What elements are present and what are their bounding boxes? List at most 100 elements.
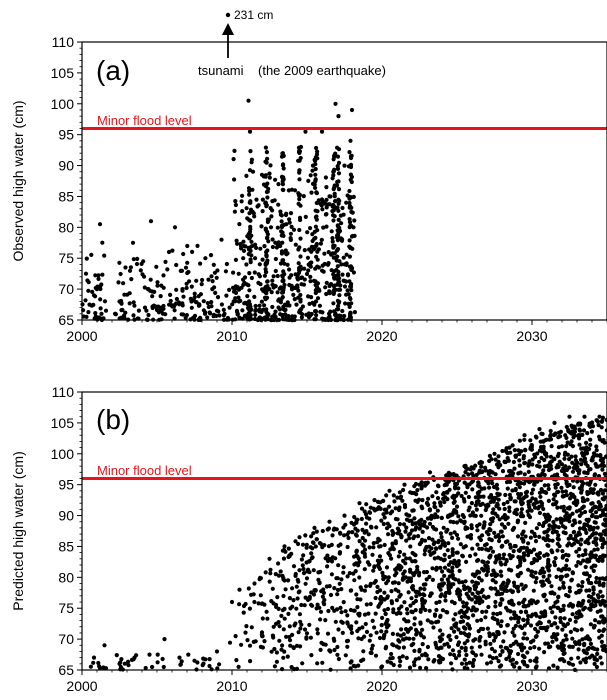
data-point xyxy=(576,583,581,588)
data-point xyxy=(596,423,601,428)
data-point xyxy=(308,279,313,284)
data-point xyxy=(452,629,457,634)
data-point xyxy=(309,295,314,300)
data-point xyxy=(512,633,517,638)
data-point xyxy=(301,553,306,558)
data-point xyxy=(456,562,461,567)
data-point xyxy=(540,583,545,588)
data-point xyxy=(435,483,441,488)
data-point xyxy=(518,514,524,519)
data-point xyxy=(311,592,317,597)
data-point xyxy=(114,653,119,658)
data-point xyxy=(399,627,404,632)
data-point xyxy=(520,501,525,506)
data-point xyxy=(425,618,430,623)
data-point xyxy=(368,583,373,589)
y-tick-label: 90 xyxy=(58,508,74,524)
data-point xyxy=(452,652,457,658)
data-point xyxy=(341,278,346,283)
data-point xyxy=(581,428,587,433)
data-point xyxy=(604,483,607,488)
data-point xyxy=(576,647,581,652)
data-point xyxy=(461,584,467,589)
data-point xyxy=(329,229,334,234)
data-point xyxy=(497,553,502,558)
data-point xyxy=(389,589,394,594)
data-point xyxy=(336,208,341,213)
data-point xyxy=(504,656,509,662)
data-point xyxy=(491,638,497,643)
data-point xyxy=(460,553,465,558)
data-point xyxy=(217,662,222,667)
data-point xyxy=(407,636,412,641)
data-point xyxy=(270,633,275,638)
data-point xyxy=(308,173,313,178)
data-point xyxy=(522,655,527,660)
data-point xyxy=(284,303,290,308)
data-point xyxy=(93,314,98,319)
data-point xyxy=(351,270,356,275)
data-point xyxy=(319,129,325,134)
data-point xyxy=(537,646,542,651)
data-point xyxy=(344,252,349,257)
data-point xyxy=(139,261,144,266)
data-point xyxy=(461,604,466,609)
data-point xyxy=(571,537,577,542)
data-point xyxy=(598,589,603,594)
annotation-label: tsunami xyxy=(198,63,244,78)
data-point xyxy=(454,635,459,640)
data-point xyxy=(364,629,370,635)
data-point xyxy=(531,547,537,552)
data-point xyxy=(558,429,564,434)
data-point xyxy=(354,533,359,538)
ylabel-b: Predicted high water (cm) xyxy=(10,451,26,611)
data-point xyxy=(447,554,452,560)
data-point xyxy=(331,309,337,314)
data-point xyxy=(373,595,378,601)
data-point xyxy=(394,571,399,576)
data-point xyxy=(265,217,270,222)
data-point xyxy=(356,611,361,617)
data-point xyxy=(229,599,235,605)
data-point xyxy=(205,315,210,320)
data-point xyxy=(314,241,319,247)
data-point xyxy=(300,563,305,568)
data-point xyxy=(423,538,428,543)
data-point xyxy=(600,415,606,420)
data-point xyxy=(468,536,474,541)
data-point xyxy=(602,517,607,522)
data-point xyxy=(331,636,336,641)
data-point xyxy=(547,573,552,578)
data-point xyxy=(509,616,514,621)
data-point xyxy=(336,217,341,222)
data-point xyxy=(492,495,497,501)
data-point xyxy=(600,598,605,604)
data-point xyxy=(489,646,495,652)
data-point xyxy=(338,531,343,536)
data-point xyxy=(513,544,518,549)
data-point xyxy=(593,618,598,623)
data-point xyxy=(294,302,299,307)
data-point xyxy=(410,550,415,556)
data-point xyxy=(415,488,420,493)
data-point xyxy=(409,643,414,648)
data-point xyxy=(217,313,222,318)
data-point xyxy=(475,528,480,533)
data-point xyxy=(381,577,386,582)
data-point xyxy=(456,559,461,564)
data-point xyxy=(524,494,529,499)
data-point xyxy=(560,489,565,494)
data-point xyxy=(364,521,369,526)
data-point xyxy=(597,532,603,537)
data-point xyxy=(276,305,281,310)
data-point xyxy=(389,651,394,657)
data-point xyxy=(523,534,528,539)
data-point xyxy=(336,147,342,152)
data-point xyxy=(368,601,373,607)
data-point xyxy=(86,288,91,293)
x-tick-label: 2020 xyxy=(366,328,397,344)
data-point xyxy=(521,539,526,544)
data-point xyxy=(473,552,478,557)
data-point xyxy=(315,631,320,636)
data-point xyxy=(296,288,301,293)
